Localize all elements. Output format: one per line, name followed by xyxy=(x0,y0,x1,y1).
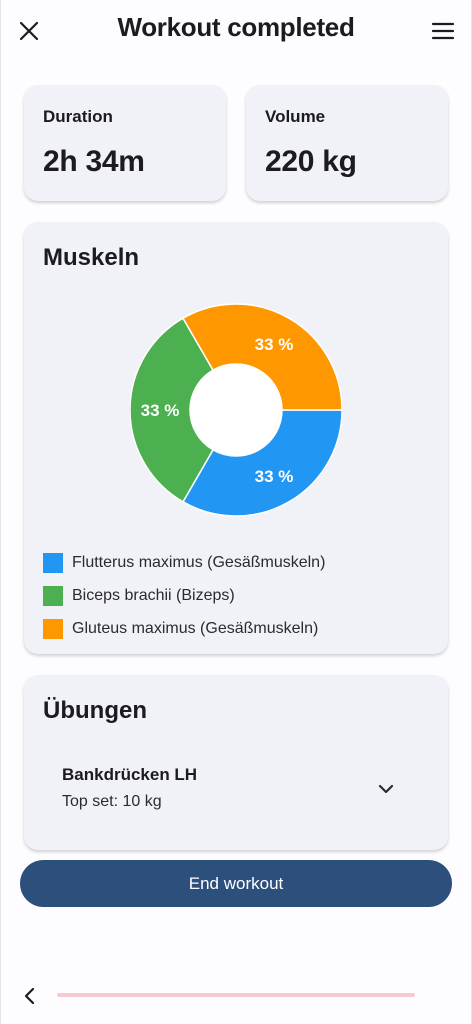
legend-swatch xyxy=(43,618,63,639)
legend-label: Biceps brachii (Bizeps) xyxy=(72,586,235,604)
menu-icon xyxy=(431,22,455,40)
end-workout-button[interactable]: End workout xyxy=(20,860,452,907)
exercises-card: Übungen Bankdrücken LH Top set: 10 kg xyxy=(24,675,448,850)
chevron-down-icon[interactable] xyxy=(374,777,398,801)
exercise-top-set: Top set: 10 kg xyxy=(62,793,162,810)
donut-hole xyxy=(190,364,282,456)
close-button[interactable] xyxy=(9,11,49,51)
exercise-item[interactable]: Bankdrücken LH Top set: 10 kg xyxy=(24,755,448,819)
left-edge xyxy=(0,0,1,1024)
legend-item: Flutterus maximus (Gesäßmuskeln) xyxy=(43,546,325,579)
muscle-donut-chart: 33 % 33 % 33 % xyxy=(130,303,342,517)
slice-label: 33 % xyxy=(255,335,294,354)
menu-button[interactable] xyxy=(423,11,463,51)
gesture-bar xyxy=(57,993,415,997)
duration-card: Duration 2h 34m xyxy=(24,85,226,201)
duration-value: 2h 34m xyxy=(43,145,145,178)
page-title: Workout completed xyxy=(117,12,355,42)
slice-label: 33 % xyxy=(255,467,294,486)
volume-card: Volume 220 kg xyxy=(246,85,448,201)
top-app-bar: Workout completed xyxy=(0,0,472,62)
chart-legend: Flutterus maximus (Gesäßmuskeln) Biceps … xyxy=(43,546,325,645)
muscles-title: Muskeln xyxy=(43,244,140,271)
back-button[interactable] xyxy=(16,983,44,1009)
volume-value: 220 kg xyxy=(265,145,357,178)
legend-label: Flutterus maximus (Gesäßmuskeln) xyxy=(72,553,326,571)
exercise-name: Bankdrücken LH xyxy=(62,765,198,784)
legend-swatch xyxy=(43,552,63,573)
exercises-title: Übungen xyxy=(43,697,147,724)
legend-item: Biceps brachii (Bizeps) xyxy=(43,579,325,612)
slice-label: 33 % xyxy=(141,401,180,420)
duration-label: Duration xyxy=(43,107,113,126)
legend-item: Gluteus maximus (Gesäßmuskeln) xyxy=(43,612,325,645)
muscles-card: Muskeln 33 % 33 % 33 % Flutterus maximus (… xyxy=(24,222,448,654)
legend-label: Gluteus maximus (Gesäßmuskeln) xyxy=(72,619,319,637)
chevron-left-icon xyxy=(24,987,35,1005)
volume-label: Volume xyxy=(265,107,326,126)
legend-swatch xyxy=(43,585,63,606)
close-icon xyxy=(19,21,39,41)
